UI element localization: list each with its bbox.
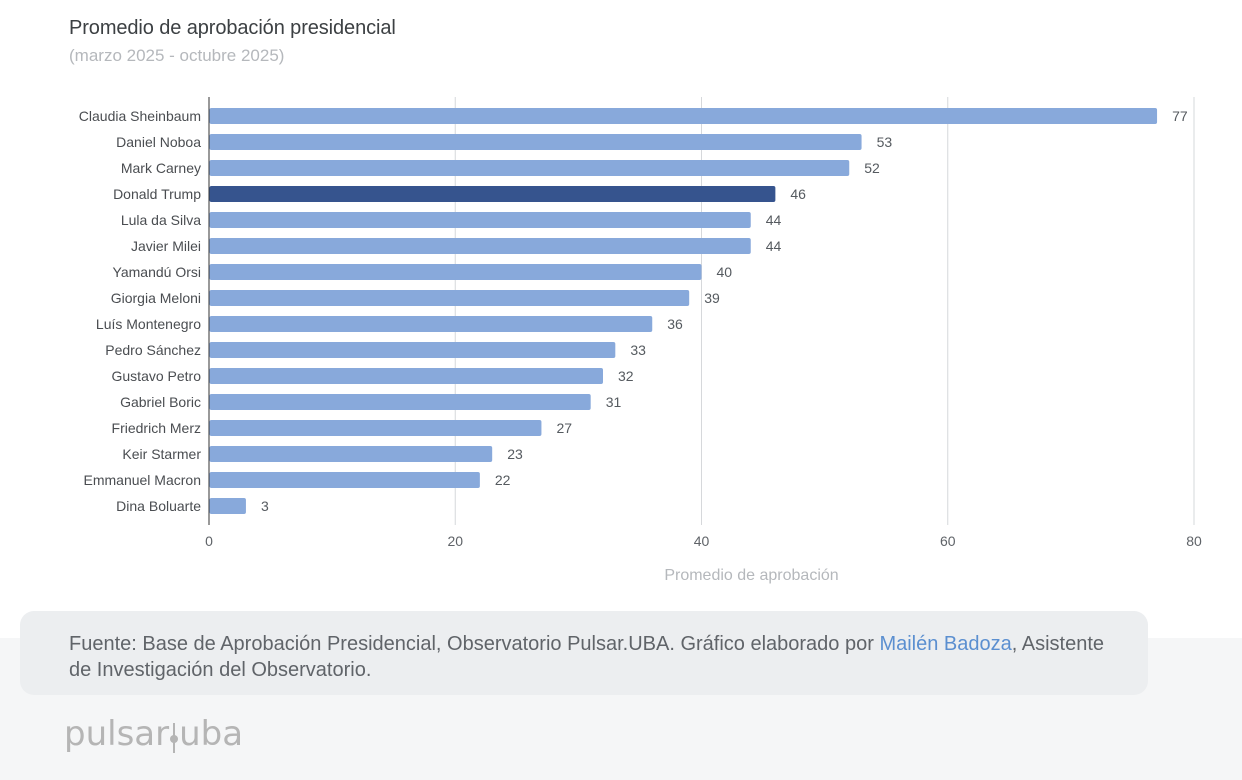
bar <box>209 290 690 306</box>
category-label: Lula da Silva <box>121 212 201 228</box>
x-tick-label: 60 <box>940 533 956 549</box>
value-label: 46 <box>790 186 806 202</box>
category-label: Luís Montenegro <box>96 316 201 332</box>
bar-chart: 0 20 40 60 80 Claudia Sheinbaum 77 Daniel Noboa… <box>79 97 1202 584</box>
category-label: Javier Milei <box>131 238 201 254</box>
author-link[interactable]: Mailén Badoza <box>879 633 1012 655</box>
value-label: 33 <box>630 342 646 358</box>
bar <box>209 212 751 228</box>
bar <box>209 446 493 462</box>
category-label: Daniel Noboa <box>116 134 201 150</box>
value-label: 31 <box>606 394 622 410</box>
category-label: Gustavo Petro <box>112 368 202 384</box>
category-label: Friedrich Merz <box>112 420 201 436</box>
chart-subtitle: (marzo 2025 - octubre 2025) <box>69 46 285 65</box>
bar <box>209 238 751 254</box>
value-label: 44 <box>766 238 782 254</box>
bar <box>209 472 480 488</box>
category-label: Emmanuel Macron <box>84 472 202 488</box>
value-label: 52 <box>864 160 880 176</box>
bar <box>209 394 591 410</box>
category-label: Yamandú Orsi <box>113 264 201 280</box>
bar <box>209 368 603 384</box>
category-label: Donald Trump <box>113 186 201 202</box>
bar <box>209 264 702 280</box>
x-tick-label: 80 <box>1186 533 1202 549</box>
value-label: 44 <box>766 212 782 228</box>
x-axis-title: Promedio de aprobación <box>664 567 838 584</box>
category-label: Dina Boluarte <box>116 498 201 514</box>
category-label: Keir Starmer <box>122 446 201 462</box>
category-label: Giorgia Meloni <box>111 290 201 306</box>
chart-title: Promedio de aprobación presidencial <box>69 17 396 39</box>
value-label: 40 <box>717 264 733 280</box>
bar <box>209 108 1158 124</box>
bar <box>209 160 850 176</box>
source-text-before: Fuente: Base de Aprobación Presidencial,… <box>69 633 880 655</box>
logo-text-right: uba <box>179 714 244 754</box>
value-label: 77 <box>1172 108 1188 124</box>
x-tick-label: 40 <box>694 533 710 549</box>
category-label: Pedro Sánchez <box>105 342 201 358</box>
logo-separator-icon <box>169 721 179 753</box>
x-tick-label: 20 <box>447 533 463 549</box>
bars <box>209 108 1158 514</box>
source-text-after: , Asistente de Investigación del Observa… <box>69 633 1105 681</box>
value-label: 53 <box>877 134 893 150</box>
category-label: Mark Carney <box>121 160 201 176</box>
bar <box>209 420 542 436</box>
pulsar-uba-logo: pulsar uba <box>64 714 243 754</box>
bar <box>209 342 616 358</box>
x-tick-label: 0 <box>205 533 213 549</box>
value-label: 39 <box>704 290 720 306</box>
value-label: 23 <box>507 446 523 462</box>
bar <box>209 134 862 150</box>
source-text: Fuente: Base de Aprobación Presidencial,… <box>69 631 1129 683</box>
category-label: Gabriel Boric <box>120 394 201 410</box>
category-label: Claudia Sheinbaum <box>79 108 201 124</box>
bar <box>209 498 246 514</box>
bar <box>209 186 776 202</box>
value-label: 27 <box>556 420 572 436</box>
value-label: 22 <box>495 472 511 488</box>
source-note: Fuente: Base de Aprobación Presidencial,… <box>20 611 1148 695</box>
value-label: 36 <box>667 316 683 332</box>
labels: 0 20 40 60 80 Claudia Sheinbaum 77 Daniel Noboa… <box>79 108 1202 549</box>
logo-text-left: pulsar <box>64 714 170 754</box>
value-label: 3 <box>261 498 269 514</box>
bar <box>209 316 653 332</box>
value-label: 32 <box>618 368 634 384</box>
